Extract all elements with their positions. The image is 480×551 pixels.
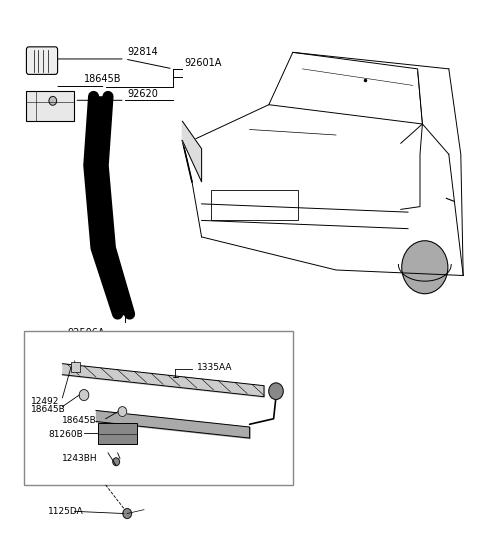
Text: 18645B: 18645B [31,405,66,414]
Text: 1243BH: 1243BH [62,454,98,463]
FancyBboxPatch shape [26,47,58,74]
Text: 18645B: 18645B [84,74,121,84]
Text: 92601A: 92601A [185,58,222,68]
Text: 1125DA: 1125DA [48,507,84,516]
Bar [71,362,80,372]
Text: 92814: 92814 [127,47,158,57]
Circle shape [402,241,448,294]
Text: 18645B: 18645B [62,417,97,425]
Text: 1335AA: 1335AA [197,363,232,372]
Bar [211,190,298,220]
Text: 81260B: 81260B [48,430,83,439]
Circle shape [118,407,127,417]
Bar [24,331,293,485]
Text: 92506A: 92506A [67,328,105,338]
Circle shape [79,390,89,401]
Polygon shape [182,121,202,182]
Bar [98,423,137,444]
Text: 92620: 92620 [127,89,158,99]
Text: 12492: 12492 [31,397,60,406]
Circle shape [123,509,132,518]
Circle shape [113,458,120,466]
Circle shape [49,96,57,105]
Bar [26,91,74,121]
Circle shape [269,383,283,399]
